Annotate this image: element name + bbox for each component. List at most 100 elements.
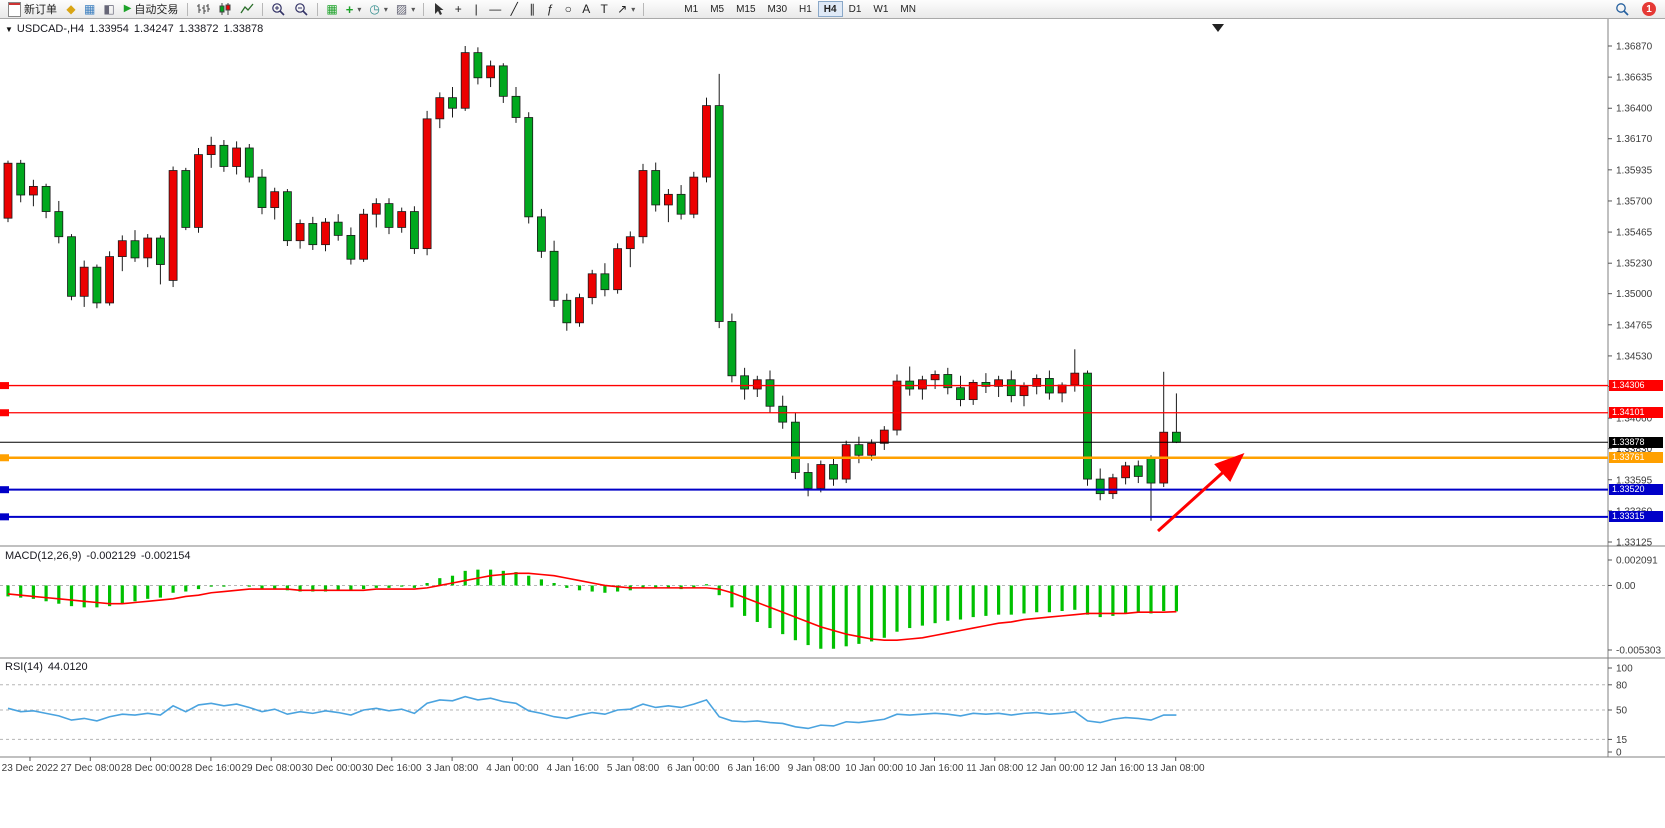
zoom-out-button[interactable] bbox=[290, 1, 313, 18]
strategy-tester-button[interactable]: ◧ bbox=[99, 1, 118, 18]
line-chart-icon bbox=[240, 3, 254, 14]
support-line-2-anchor[interactable] bbox=[0, 513, 9, 521]
channel-button[interactable]: ∥ bbox=[523, 1, 541, 18]
macd-header: MACD(12,26,9) -0.002129 -0.002154 bbox=[5, 550, 191, 562]
candle bbox=[422, 118, 432, 250]
candle bbox=[448, 97, 457, 109]
arrow-tool-icon: ↗ bbox=[617, 2, 628, 16]
support-line-1-anchor[interactable] bbox=[0, 486, 9, 494]
auto-trading-button[interactable]: ▶ 自动交易 bbox=[119, 1, 184, 18]
candlestick-chart-button[interactable] bbox=[214, 1, 236, 18]
rsi-line bbox=[7, 695, 1177, 730]
vertical-line-button[interactable]: | bbox=[467, 1, 485, 18]
price-axis[interactable]: 1.36870 1.36635 1.36400 1.36170 1.35935 1.357… bbox=[1608, 42, 1653, 549]
zoom-out-icon bbox=[295, 2, 308, 16]
candle bbox=[867, 442, 876, 456]
candle bbox=[257, 176, 267, 208]
one-click-collapse-icon[interactable]: ▼ bbox=[5, 25, 13, 34]
templates-button[interactable]: ▨ ▾ bbox=[392, 1, 419, 18]
candle bbox=[181, 170, 191, 228]
periods-button[interactable]: ◷ ▾ bbox=[365, 1, 392, 18]
arrows-tool-button[interactable]: ↗ ▾ bbox=[613, 1, 639, 18]
shapes-button[interactable]: ○ bbox=[559, 1, 577, 18]
notification-badge[interactable]: 1 bbox=[1642, 2, 1656, 16]
price-axis-label: 1.34300 bbox=[1616, 382, 1653, 393]
terminal-button[interactable]: ▦ bbox=[80, 1, 99, 18]
timeframe-m30[interactable]: M30 bbox=[762, 1, 793, 17]
candle bbox=[168, 170, 178, 281]
text-label-button[interactable]: T bbox=[595, 1, 613, 18]
time-axis-label: 4 Jan 16:00 bbox=[547, 763, 600, 774]
candle bbox=[3, 162, 13, 219]
trendline-icon: ╱ bbox=[510, 2, 518, 16]
candle bbox=[575, 297, 584, 324]
candle bbox=[92, 266, 102, 304]
trendline-button[interactable]: ╱ bbox=[505, 1, 523, 18]
rsi-axis-label: 80 bbox=[1616, 680, 1628, 691]
price-axis-label: 1.36400 bbox=[1616, 104, 1653, 115]
candle bbox=[714, 105, 724, 322]
trend-arrow-annotation[interactable] bbox=[1156, 452, 1245, 533]
timeframe-m5[interactable]: M5 bbox=[704, 1, 730, 17]
macd-value: -0.002129 bbox=[86, 550, 136, 562]
text-button[interactable]: A bbox=[577, 1, 595, 18]
price-axis-label: 1.33360 bbox=[1616, 506, 1653, 517]
candle bbox=[473, 52, 483, 79]
rsi-label: RSI(14) bbox=[5, 661, 43, 673]
metaeditor-button[interactable]: ◆ bbox=[62, 1, 80, 18]
chevron-down-icon: ▾ bbox=[357, 4, 362, 14]
candle bbox=[918, 379, 927, 390]
timeframe-w1[interactable]: W1 bbox=[867, 1, 894, 17]
candle bbox=[956, 387, 965, 401]
timeframe-h1[interactable]: H1 bbox=[793, 1, 818, 17]
candle bbox=[130, 240, 140, 259]
candle bbox=[791, 421, 800, 473]
candle bbox=[702, 105, 711, 178]
candle bbox=[460, 52, 470, 109]
toolbar-separator bbox=[317, 2, 319, 16]
candlestick-series bbox=[3, 46, 1181, 521]
crosshair-icon: + bbox=[454, 2, 462, 16]
text-icon: A bbox=[582, 2, 591, 16]
zoom-in-button[interactable] bbox=[267, 1, 290, 18]
bar-chart-button[interactable] bbox=[192, 1, 214, 18]
template-icon: ▨ bbox=[395, 2, 408, 16]
resistance-line-2-anchor[interactable] bbox=[0, 409, 9, 417]
chart-shift-marker[interactable] bbox=[1212, 24, 1224, 32]
rsi-axis-label: 0 bbox=[1616, 748, 1622, 759]
candle bbox=[562, 299, 572, 324]
search-button[interactable] bbox=[1611, 1, 1634, 18]
new-order-button[interactable]: 新订单 bbox=[3, 1, 62, 18]
horizontal-line-button[interactable]: — bbox=[485, 1, 505, 18]
rsi-value: 44.0120 bbox=[47, 661, 88, 673]
candle bbox=[803, 472, 813, 489]
candle bbox=[384, 203, 394, 228]
resistance-line-1-anchor[interactable] bbox=[0, 382, 9, 390]
timeframe-m15[interactable]: M15 bbox=[730, 1, 761, 17]
timeframe-d1[interactable]: D1 bbox=[843, 1, 868, 17]
fibonacci-icon: ƒ bbox=[546, 2, 554, 16]
auto-trading-label: 自动交易 bbox=[134, 4, 179, 16]
timeframe-mn[interactable]: MN bbox=[894, 1, 922, 17]
crosshair-button[interactable]: + bbox=[449, 1, 467, 18]
candle bbox=[409, 211, 419, 250]
candle bbox=[689, 176, 699, 215]
fibonacci-button[interactable]: ƒ bbox=[541, 1, 559, 18]
timeframe-h4[interactable]: H4 bbox=[817, 1, 843, 17]
cursor-button[interactable] bbox=[428, 1, 449, 18]
timeframe-m1[interactable]: M1 bbox=[678, 1, 704, 17]
candle bbox=[829, 464, 838, 480]
rsi-axis-label: 50 bbox=[1616, 706, 1628, 717]
line-chart-button[interactable] bbox=[236, 1, 258, 18]
orange-level-line-anchor[interactable] bbox=[0, 454, 9, 462]
candle bbox=[244, 147, 254, 178]
price-axis-label: 1.35935 bbox=[1616, 165, 1653, 176]
macd-label: MACD(12,26,9) bbox=[5, 550, 82, 562]
candle bbox=[765, 379, 775, 407]
indicators-button[interactable]: + ▾ bbox=[342, 1, 366, 18]
time-axis[interactable]: 23 Dec 2022 27 Dec 08:00 28 Dec 00:00 28 De… bbox=[2, 757, 1205, 774]
candle bbox=[752, 379, 762, 390]
horizontal-line-icon: — bbox=[489, 2, 502, 16]
tile-windows-button[interactable]: ▦ bbox=[322, 1, 341, 18]
